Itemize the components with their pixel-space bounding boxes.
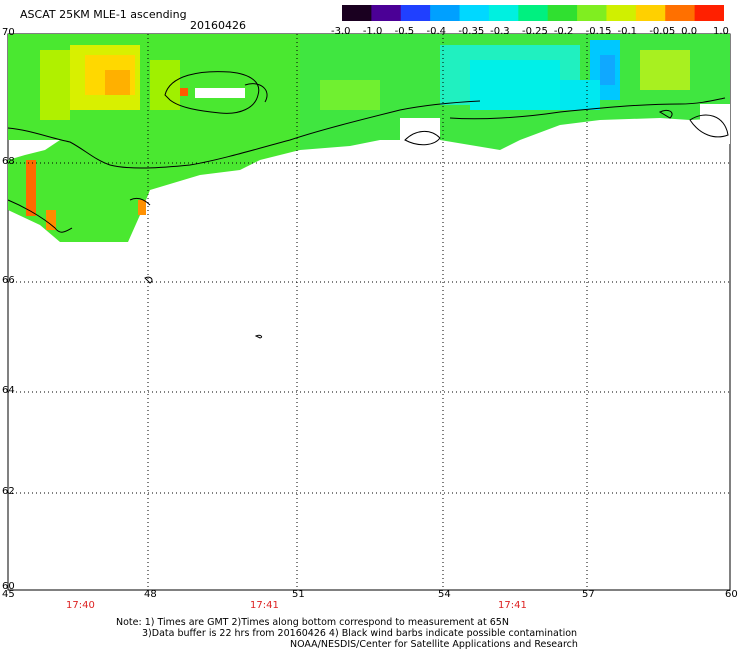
- colorbar: [342, 5, 724, 21]
- colorbar-tick-label: -3.0: [331, 26, 351, 37]
- colorbar-tick-label: -0.25: [522, 26, 548, 37]
- time-label-2: 17:41: [250, 600, 279, 611]
- no-data-areas: [195, 88, 730, 150]
- lon-label-57: 57: [582, 589, 595, 600]
- colorbar-tick-label: -0.4: [426, 26, 447, 37]
- lon-label-54: 54: [438, 589, 451, 600]
- colorbar-tick-label: -1.0: [362, 26, 383, 37]
- note-line-3: NOAA/NESDIS/Center for Satellite Applica…: [290, 639, 578, 650]
- colorbar-swatch: [342, 5, 372, 21]
- colorbar-swatch: [518, 5, 549, 21]
- colorbar-swatch: [371, 5, 402, 21]
- graticule: [8, 34, 730, 590]
- lon-label-60: 60: [725, 589, 738, 600]
- colorbar-tick-label: -0.05: [649, 26, 676, 37]
- map-date: 20160426: [190, 19, 246, 32]
- time-label-3: 17:41: [498, 600, 527, 611]
- lon-label-51: 51: [292, 589, 305, 600]
- colorbar-tick-label: -0.5: [394, 26, 415, 37]
- lat-label-70: 70: [2, 27, 15, 38]
- colorbar-tick-label: -0.35: [458, 26, 485, 37]
- note-line-1: Note: 1) Times are GMT 2)Times along bot…: [116, 617, 509, 628]
- colorbar-tick-label: 0.0: [681, 26, 698, 37]
- map-title: ASCAT 25KM MLE-1 ascending: [20, 8, 187, 21]
- lat-label-66: 66: [2, 275, 15, 286]
- note-line-2: 3)Data buffer is 22 hrs from 20160426 4)…: [142, 628, 578, 639]
- anomaly-patches: [26, 40, 690, 230]
- time-label-1: 17:40: [66, 600, 95, 611]
- colorbar-swatch: [665, 5, 696, 21]
- coastline: [7, 71, 729, 339]
- colorbar-swatch: [400, 5, 431, 21]
- lat-label-62: 62: [2, 486, 15, 497]
- colorbar-swatch: [547, 5, 578, 21]
- colorbar-swatch: [694, 5, 724, 21]
- colorbar-swatch: [488, 5, 519, 21]
- colorbar-tick-label: -0.1: [617, 26, 638, 37]
- lat-label-60: 60: [2, 581, 15, 592]
- lon-label-48: 48: [144, 589, 157, 600]
- colorbar-tick-label: 1.0: [713, 26, 729, 37]
- lat-label-64: 64: [2, 385, 15, 396]
- lon-label-45: 45: [2, 589, 15, 600]
- colorbar-tick-label: -0.15: [585, 26, 612, 37]
- colorbar-swatch: [430, 5, 461, 21]
- colorbar-swatch: [635, 5, 666, 21]
- colorbar-swatch: [606, 5, 637, 21]
- colorbar-swatch: [459, 5, 490, 21]
- colorbar-swatch: [577, 5, 608, 21]
- colorbar-tick-label: -0.3: [490, 26, 510, 37]
- colorbar-tick-label: -0.2: [553, 26, 574, 37]
- lat-label-68: 68: [2, 156, 15, 167]
